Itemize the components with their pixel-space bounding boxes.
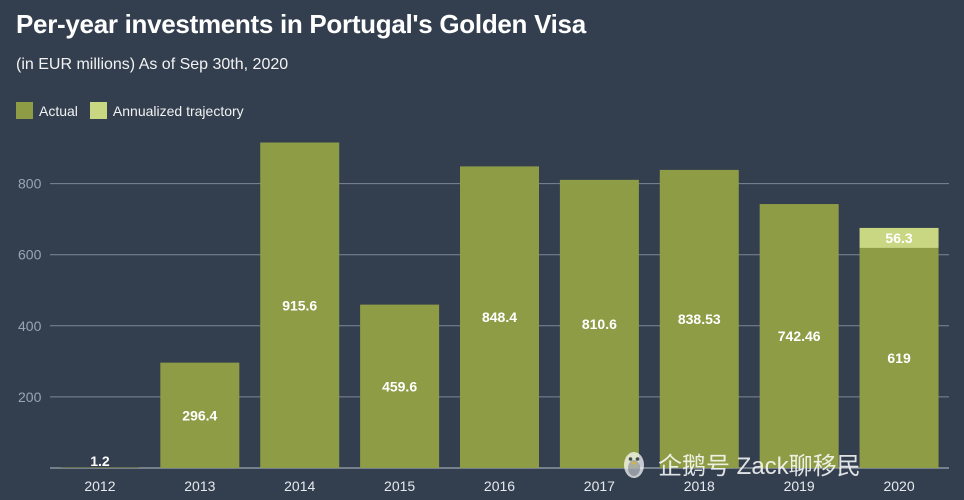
bar-trajectory-2020 <box>859 227 939 248</box>
x-tick-label-2017: 2017 <box>584 478 615 494</box>
penguin-logo-icon <box>618 448 650 480</box>
data-label-actual-2014: 915.6 <box>282 297 317 313</box>
x-tick-label-2014: 2014 <box>284 478 315 494</box>
watermark-text: 企鹅号 Zack聊移民 <box>658 453 861 480</box>
data-label-actual-2018: 838.53 <box>678 311 721 327</box>
x-tick-label-2020: 2020 <box>883 478 914 494</box>
x-tick-label-2018: 2018 <box>684 478 715 494</box>
data-label-actual-2015: 459.6 <box>382 378 417 394</box>
x-tick-label-2015: 2015 <box>384 478 415 494</box>
y-tick-label-800: 800 <box>18 176 42 192</box>
y-tick-label-600: 600 <box>18 247 42 263</box>
data-label-trajectory-2020: 56.3 <box>885 230 912 246</box>
bar-actual-2017 <box>559 179 639 468</box>
legend-swatch-trajectory <box>89 102 107 119</box>
data-label-actual-2019: 742.46 <box>778 328 821 344</box>
x-tick-label-2012: 2012 <box>84 478 115 494</box>
watermark: 企鹅号 Zack聊移民 <box>618 446 861 481</box>
bar-actual-2015 <box>360 304 440 468</box>
legend-item-actual: Actual <box>16 102 78 119</box>
chart-subtitle: (in EUR millions) As of Sep 30th, 2020 <box>16 56 289 73</box>
data-label-actual-2016: 848.4 <box>482 309 517 325</box>
bar-actual-2013 <box>160 362 240 468</box>
y-tick-label-200: 200 <box>18 389 42 405</box>
bar-actual-2019 <box>759 204 839 468</box>
legend-label-trajectory: Annualized trajectory <box>112 102 244 119</box>
chart-legend: Actual Annualized trajectory <box>16 102 256 119</box>
x-tick-label-2016: 2016 <box>484 478 515 494</box>
bar-actual-2014 <box>260 142 340 468</box>
data-label-actual-2012: 1.2 <box>90 453 110 469</box>
data-label-actual-2017: 810.6 <box>582 316 617 332</box>
x-tick-label-2013: 2013 <box>184 478 215 494</box>
x-tick-label-2019: 2019 <box>784 478 815 494</box>
y-tick-label-400: 400 <box>18 318 42 334</box>
legend-swatch-actual <box>16 102 33 119</box>
bar-actual-2018 <box>659 169 739 468</box>
bar-actual-2016 <box>460 166 539 468</box>
legend-item-trajectory: Annualized trajectory <box>89 102 244 119</box>
bar-actual-2020 <box>859 247 939 468</box>
data-label-actual-2020: 619 <box>887 350 911 366</box>
data-label-actual-2013: 296.4 <box>182 407 217 423</box>
legend-label-actual: Actual <box>39 102 78 119</box>
chart-title: Per-year investments in Portugal's Golde… <box>16 9 586 39</box>
